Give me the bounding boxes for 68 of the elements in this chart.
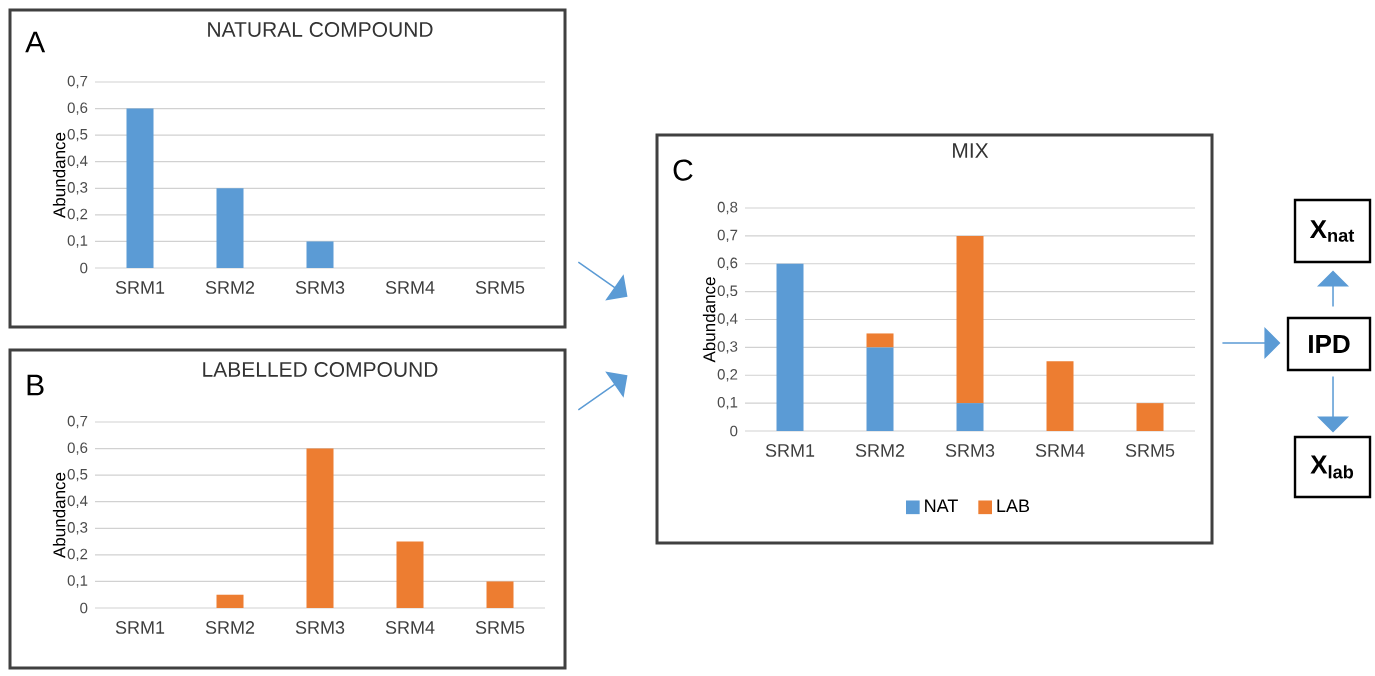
y-tick-label: 0,4 [717, 313, 738, 326]
text: B [27, 374, 44, 396]
x-tick-label: SRM3 [295, 621, 345, 634]
x-tick-label: SRM5 [475, 621, 525, 634]
y-tick-label: 0,1 [717, 396, 738, 410]
bar [866, 333, 894, 348]
y-tick-label: 0,1 [67, 575, 88, 588]
bar [216, 594, 244, 609]
bar [306, 241, 334, 269]
x-tick-label: SRM4 [1035, 444, 1085, 457]
y-tick-label: 0,7 [67, 75, 88, 89]
y-tick-label: 0,6 [717, 257, 738, 270]
chart-title: MIX [953, 143, 989, 158]
bar [956, 403, 984, 432]
bar [486, 581, 514, 609]
text: C [673, 159, 693, 181]
x-tick-label: SRM2 [205, 281, 255, 294]
y-tick-label: 0,7 [67, 415, 88, 429]
y-tick-label: 0,3 [717, 341, 738, 354]
text: IPD [1309, 335, 1350, 353]
y-tick-label: 0,1 [67, 235, 88, 248]
x-tick-label: SRM3 [945, 444, 995, 457]
y-axis-title: Abundance [702, 277, 716, 363]
y-tick-label: 0,4 [67, 495, 88, 508]
y-tick-label: 0,4 [67, 155, 88, 168]
y-tick-label: 0,5 [67, 128, 88, 142]
x-tick-label: SRM5 [1125, 444, 1175, 457]
x-tick-label: SRM1 [115, 281, 165, 294]
y-tick-label: 0,5 [717, 285, 738, 298]
text: A [25, 31, 46, 53]
y-tick-label: 0 [80, 262, 88, 274]
y-tick-label: 0,3 [67, 182, 88, 195]
x-tick-label: SRM1 [115, 621, 165, 634]
y-tick-label: 0,3 [67, 522, 88, 535]
bar [1136, 403, 1164, 432]
y-tick-label: 0,2 [717, 369, 738, 382]
bar [306, 448, 334, 609]
bar [956, 235, 984, 404]
text: X$_{lab}$ [1310, 455, 1354, 479]
y-tick-label: 0,8 [717, 201, 738, 215]
y-tick-label: 0 [80, 602, 88, 614]
x-tick-label: SRM1 [765, 444, 815, 457]
bar [776, 263, 804, 432]
y-axis-title: Abundance [52, 132, 66, 218]
y-tick-label: 0,2 [67, 208, 88, 222]
text: X$_{nat}$ [1309, 220, 1355, 242]
y-tick-label: 0 [730, 425, 738, 437]
bar [866, 347, 894, 432]
legend-label: NAT [925, 499, 958, 512]
x-tick-label: SRM2 [205, 621, 255, 634]
x-tick-label: SRM5 [475, 281, 525, 294]
bar [126, 108, 154, 269]
bar [396, 541, 424, 609]
chart-title: LABELLED COMPOUND [203, 362, 438, 377]
bar [216, 188, 244, 269]
bar [1046, 361, 1074, 432]
y-tick-label: 0,2 [67, 548, 88, 562]
x-tick-label: SRM2 [855, 444, 905, 457]
y-tick-label: 0,7 [717, 229, 738, 243]
y-tick-label: 0,5 [67, 468, 88, 482]
y-tick-label: 0,6 [67, 442, 88, 455]
x-tick-label: SRM3 [295, 281, 345, 294]
x-tick-label: SRM4 [385, 281, 435, 294]
y-tick-label: 0,6 [67, 102, 88, 115]
chart-title: NATURAL COMPOUND [208, 22, 433, 37]
x-tick-label: SRM4 [385, 621, 435, 634]
legend-label: LAB [997, 499, 1030, 512]
y-axis-title: Abundance [52, 472, 66, 558]
